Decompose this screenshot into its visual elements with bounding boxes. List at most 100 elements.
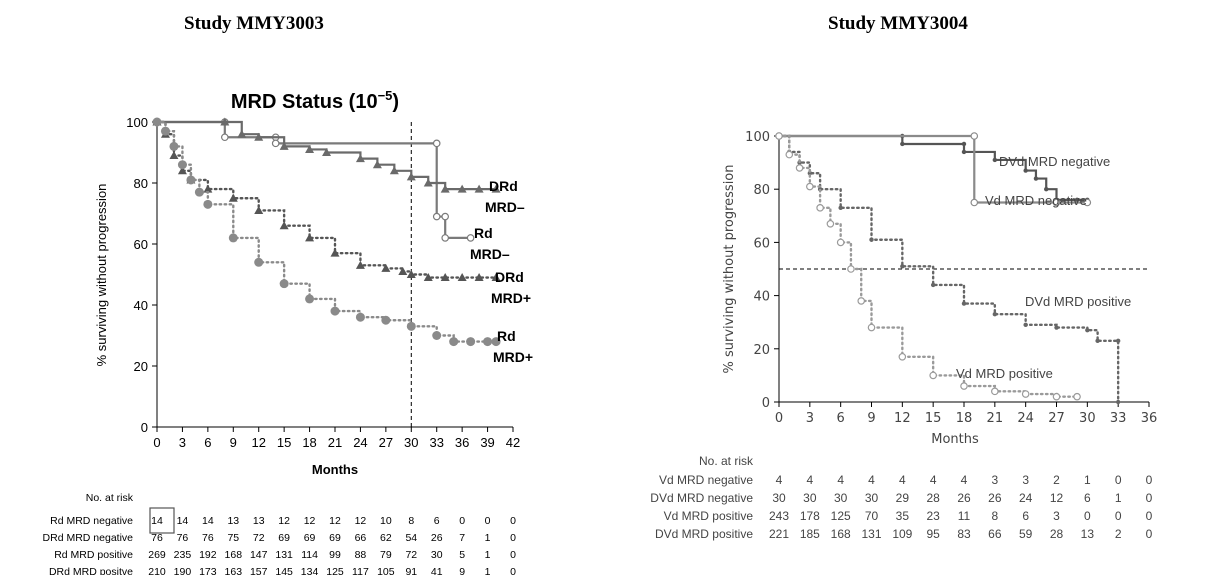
risk-cell: 1 bbox=[1115, 491, 1122, 505]
risk-cell: 0 bbox=[510, 515, 516, 527]
risk-cell: 12 bbox=[278, 515, 290, 527]
data-point bbox=[961, 301, 967, 306]
y-tick-label: 60 bbox=[753, 236, 770, 251]
risk-cell: 117 bbox=[352, 566, 369, 575]
risk-cell: 178 bbox=[800, 509, 820, 523]
risk-cell: 0 bbox=[1115, 509, 1122, 523]
risk-cell: 83 bbox=[957, 527, 971, 541]
data-point bbox=[1052, 392, 1061, 401]
risk-cell: 13 bbox=[1081, 527, 1095, 541]
x-tick-label: 12 bbox=[894, 411, 911, 426]
series-label-rd-mrd-pos: Rd MRD+ bbox=[493, 328, 533, 365]
risk-row-label: DRd MRD positve bbox=[49, 566, 133, 575]
risk-cell: 0 bbox=[1115, 473, 1122, 487]
risk-cell: 173 bbox=[199, 566, 217, 575]
data-point bbox=[930, 282, 936, 288]
risk-cell: 125 bbox=[326, 566, 344, 575]
risk-cell: 269 bbox=[148, 549, 166, 561]
data-point bbox=[900, 264, 905, 269]
data-point bbox=[961, 149, 967, 155]
risk-cell: 11 bbox=[958, 509, 971, 523]
data-point bbox=[1073, 392, 1081, 401]
data-point bbox=[441, 234, 449, 242]
risk-cell: 72 bbox=[405, 549, 417, 561]
risk-cell: 66 bbox=[988, 527, 1002, 541]
x-tick-label: 30 bbox=[404, 435, 418, 450]
data-point bbox=[203, 184, 213, 193]
x-axis-label: Months bbox=[931, 432, 979, 447]
data-point bbox=[372, 160, 382, 169]
data-point bbox=[169, 141, 179, 151]
y-tick-label: 40 bbox=[753, 290, 770, 305]
risk-cell: 41 bbox=[431, 566, 443, 575]
x-tick-label: 21 bbox=[987, 411, 1004, 426]
series-label-dvd-mrd-positive: DVd MRD positive bbox=[1025, 294, 1131, 309]
data-point bbox=[806, 182, 814, 191]
data-point bbox=[279, 279, 289, 289]
data-point bbox=[160, 126, 170, 136]
series-rd-mrd-pos bbox=[152, 117, 501, 347]
y-tick-label: 40 bbox=[134, 298, 148, 313]
risk-cell: 29 bbox=[896, 491, 910, 505]
risk-cell: 0 bbox=[510, 549, 516, 561]
data-point bbox=[355, 312, 365, 322]
risk-cell: 1 bbox=[1084, 473, 1091, 487]
risk-cell: 59 bbox=[1019, 527, 1033, 541]
x-tick-label: 24 bbox=[1017, 411, 1034, 426]
data-point bbox=[466, 337, 476, 347]
x-tick-label: 39 bbox=[480, 435, 494, 450]
risk-cell: 30 bbox=[772, 491, 786, 505]
x-tick-label: 27 bbox=[1048, 411, 1065, 426]
right-study-heading: Study MMY3004 bbox=[828, 13, 968, 34]
x-tick-label: 3 bbox=[179, 435, 186, 450]
series-label-drd-mrd-neg: DRd MRD– bbox=[485, 178, 525, 215]
risk-cell: 26 bbox=[957, 491, 971, 505]
series-vd-mrd-positive bbox=[775, 132, 1081, 401]
risk-cell: 0 bbox=[459, 515, 465, 527]
risk-row-label: Rd MRD positive bbox=[54, 549, 133, 561]
risk-cell: 4 bbox=[961, 473, 968, 487]
data-point bbox=[992, 312, 998, 317]
risk-cell: 69 bbox=[329, 532, 341, 544]
data-point bbox=[970, 132, 979, 140]
y-tick-label: 80 bbox=[134, 176, 148, 191]
risk-cell: 26 bbox=[431, 532, 443, 544]
data-point bbox=[491, 184, 501, 193]
data-point bbox=[1085, 327, 1090, 333]
risk-cell: 168 bbox=[225, 549, 243, 561]
risk-cell: 221 bbox=[769, 527, 789, 541]
data-point bbox=[305, 294, 315, 304]
risk-cell: 125 bbox=[831, 509, 851, 523]
risk-cell: 76 bbox=[202, 532, 214, 544]
risk-cell: 131 bbox=[861, 527, 881, 541]
risk-table-row: DVd MRD positive 221 185 168 131 109 95 83 66 59 2… bbox=[655, 527, 1153, 541]
data-point bbox=[900, 141, 905, 147]
risk-cell: 145 bbox=[275, 566, 293, 575]
x-tick-label: 3 bbox=[806, 411, 814, 426]
data-point bbox=[1083, 198, 1092, 207]
risk-cell: 70 bbox=[865, 509, 879, 523]
data-point bbox=[795, 164, 804, 172]
data-point bbox=[970, 198, 979, 207]
data-point bbox=[847, 265, 855, 273]
data-point bbox=[237, 129, 247, 138]
risk-cell: 8 bbox=[408, 515, 414, 527]
risk-cell: 35 bbox=[896, 509, 910, 523]
data-point bbox=[1095, 338, 1100, 344]
risk-cell: 0 bbox=[1084, 509, 1091, 523]
risk-cell: 13 bbox=[227, 515, 239, 527]
data-point bbox=[1044, 187, 1049, 192]
risk-cell: 13 bbox=[253, 515, 265, 527]
risk-cell: 1 bbox=[485, 532, 491, 544]
risk-cell: 30 bbox=[431, 549, 443, 561]
risk-cell: 114 bbox=[301, 549, 318, 561]
y-tick-label: 100 bbox=[745, 130, 770, 145]
x-tick-label: 15 bbox=[925, 411, 942, 426]
risk-cell: 3 bbox=[991, 473, 998, 487]
risk-row-label: Vd MRD negative bbox=[659, 473, 753, 487]
data-point bbox=[254, 205, 264, 214]
y-tick-label: 100 bbox=[126, 115, 148, 130]
data-point bbox=[305, 233, 315, 242]
y-tick-label: 20 bbox=[134, 359, 148, 374]
